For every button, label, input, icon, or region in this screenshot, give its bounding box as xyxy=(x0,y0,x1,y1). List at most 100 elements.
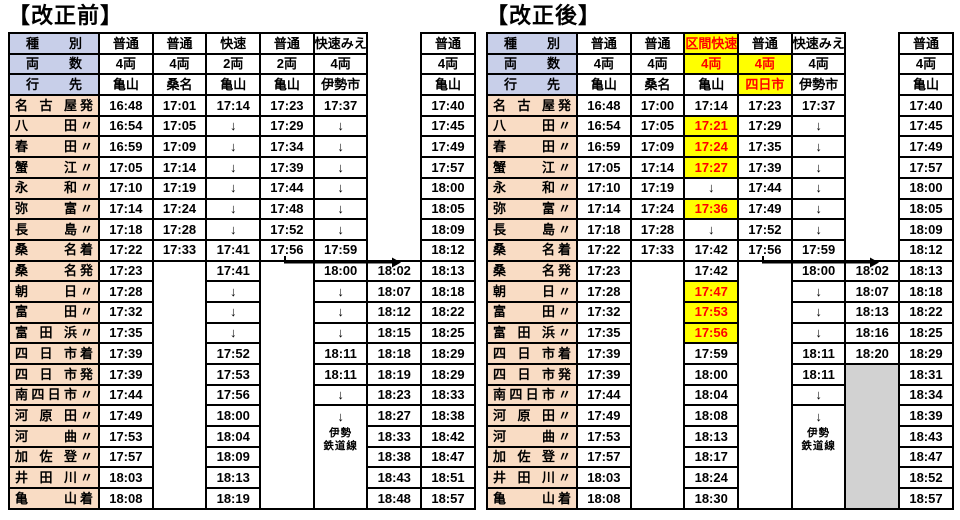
time-cell: 18:00 xyxy=(205,404,262,428)
station-name: 富田 xyxy=(15,304,77,320)
time-cell: 18:57 xyxy=(898,487,954,510)
pass-arrow-cell: ↓ xyxy=(312,218,369,241)
station-label: 南四日市〃 xyxy=(486,383,578,407)
table-row: 河曲〃 17:53 18:04 18:33 18:42 xyxy=(8,425,476,448)
train-info-cell: 快速 xyxy=(205,32,262,55)
spacer-cell xyxy=(845,240,899,261)
table-row: 種別 普通 普通 区間快速 普通 快速みえ 普通 xyxy=(486,32,954,55)
time-cell: 18:33 xyxy=(366,425,423,448)
time-cell: 18:16 xyxy=(844,321,901,345)
station-suffix: 〃 xyxy=(557,449,571,465)
time-cell: 18:02 xyxy=(366,259,423,283)
time-cell: 17:41 xyxy=(205,259,262,283)
station-name: 桑名 xyxy=(493,242,555,258)
pass-arrow-cell: ↓ xyxy=(312,176,369,200)
train-info-cell: 桑名 xyxy=(151,73,208,97)
time-cell: 18:17 xyxy=(683,445,740,469)
changed-time-cell: 17:47 xyxy=(683,280,740,303)
table-row: 蟹江〃 17:05 17:14 17:27 17:39 ↓ 17:57 xyxy=(486,156,954,179)
station-label: 名古屋発 xyxy=(8,94,100,117)
station-name: 蟹江 xyxy=(493,159,555,175)
time-cell: 17:23 xyxy=(737,94,793,117)
time-cell: 16:59 xyxy=(98,135,154,159)
train-info-cell: 桑名 xyxy=(629,73,686,97)
station-label: 朝日〃 xyxy=(486,280,578,303)
station-name: 蟹江 xyxy=(15,159,77,175)
train-info-cell: 4両 xyxy=(629,52,686,76)
spacer-cell xyxy=(845,157,899,178)
spacer-cell xyxy=(845,199,899,220)
time-cell: 18:12 xyxy=(420,238,476,262)
table-row: 亀山着 18:08 18:19 18:48 18:57 xyxy=(8,487,476,510)
pass-arrow-cell: ↓ xyxy=(312,114,369,138)
spacer-cell xyxy=(367,116,421,137)
panel-after: 【改正後】 種別 普通 普通 区間快速 普通 快速みえ 普通 両数 4両 4両 4両 4両 4両 4両 行先… xyxy=(486,2,954,511)
station-suffix: 〃 xyxy=(557,201,571,217)
train-info-cell: 普通 xyxy=(737,32,793,55)
spacer-cell xyxy=(367,74,421,95)
pass-arrow-cell: ↓ xyxy=(790,218,847,241)
table-row: 春田〃 16:59 17:09 17:24 17:35 ↓ 17:49 xyxy=(486,135,954,159)
station-name: 亀山 xyxy=(15,490,77,506)
header-label-text: 行先 xyxy=(26,76,82,92)
time-cell: 18:29 xyxy=(420,342,476,365)
station-name: 桑名 xyxy=(493,263,555,279)
time-cell: 17:52 xyxy=(737,218,793,241)
station-suffix: 〃 xyxy=(79,159,93,175)
pass-arrow-cell: ↓ xyxy=(312,383,369,407)
station-label: 永和〃 xyxy=(486,176,578,200)
station-name: 朝日 xyxy=(493,283,555,299)
spacer-cell xyxy=(367,240,421,261)
time-cell: 18:38 xyxy=(366,445,423,469)
time-cell: 18:07 xyxy=(366,280,423,303)
timetable-grid: 種別 普通 普通 区間快速 普通 快速みえ 普通 両数 4両 4両 4両 4両 4両 4両 行先 亀山 桑名 亀山… xyxy=(486,32,954,511)
time-cell: 17:00 xyxy=(629,94,686,117)
time-cell: 17:32 xyxy=(98,300,154,324)
spacer-cell xyxy=(367,219,421,240)
time-cell: 17:44 xyxy=(737,176,793,200)
time-cell: 18:20 xyxy=(844,342,901,365)
table-row: 朝日〃 17:28 17:47 ↓ 18:07 18:18 xyxy=(486,280,954,303)
pass-arrow-cell: ↓ xyxy=(683,176,740,200)
time-cell: 17:39 xyxy=(576,363,632,386)
time-cell: 18:00 xyxy=(898,176,954,200)
time-cell: 17:14 xyxy=(683,94,740,117)
table-row: 河原田〃 17:49 18:00 ↓ 伊勢 鉄道線 18:27 18:38 xyxy=(8,404,476,510)
time-cell: 18:13 xyxy=(420,259,476,283)
train-info-cell: 亀山 xyxy=(576,73,632,97)
time-cell: 17:57 xyxy=(576,445,632,469)
spacer-cell xyxy=(845,54,899,75)
station-label: 河曲〃 xyxy=(486,425,578,448)
station-suffix: 着 xyxy=(557,242,571,258)
pass-arrow-cell: ↓ xyxy=(205,176,262,200)
ise-railway-label: 鉄道線 xyxy=(323,440,358,453)
table-row: 種別 普通 普通 快速 普通 快速みえ 普通 xyxy=(8,32,476,55)
time-cell: 17:42 xyxy=(683,259,740,283)
station-suffix: 〃 xyxy=(79,469,93,485)
time-cell: 18:51 xyxy=(420,466,476,490)
time-cell: 18:00 xyxy=(790,259,847,283)
time-cell: 17:59 xyxy=(790,238,847,262)
station-label: 四日市発 xyxy=(486,363,578,386)
time-cell: 18:09 xyxy=(420,218,476,241)
pass-arrow-cell: ↓ xyxy=(205,280,262,303)
station-suffix: 〃 xyxy=(79,283,93,299)
spacer-cell xyxy=(367,157,421,178)
pass-arrow-cell: ↓ xyxy=(312,135,369,159)
pass-arrow-cell: ↓ xyxy=(205,156,262,179)
time-cell: 17:39 xyxy=(259,156,315,179)
time-cell: 17:28 xyxy=(576,280,632,303)
time-cell: 17:35 xyxy=(576,321,632,345)
ise-railway-branch-cell: ↓ 伊勢 鉄道線 xyxy=(790,404,847,510)
station-suffix: 〃 xyxy=(557,428,571,444)
time-cell: 17:05 xyxy=(98,156,154,179)
spacer-cell xyxy=(845,136,899,157)
station-label: 河原田〃 xyxy=(486,404,578,428)
time-cell: 17:29 xyxy=(737,114,793,138)
time-cell: 16:48 xyxy=(576,94,632,117)
station-name: 四日市 xyxy=(493,345,555,361)
time-cell: 17:24 xyxy=(151,197,208,221)
time-cell: 18:33 xyxy=(420,383,476,407)
table-row: 名古屋発 16:48 17:01 17:14 17:23 17:37 17:40 xyxy=(8,94,476,117)
spacer-cell xyxy=(845,178,899,199)
